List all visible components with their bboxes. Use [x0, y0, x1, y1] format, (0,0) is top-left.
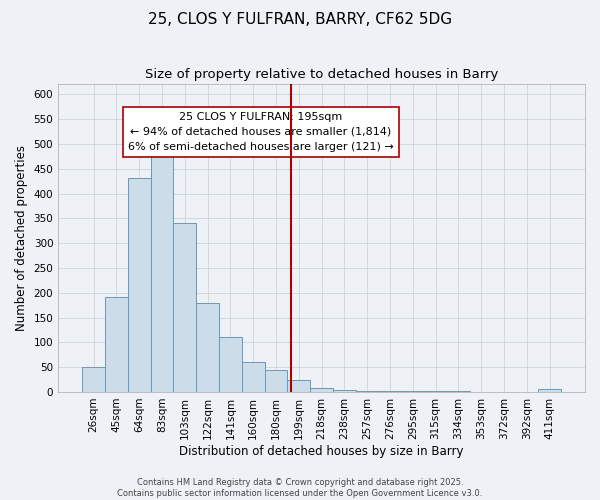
Bar: [356, 391, 379, 392]
Bar: [265, 370, 287, 392]
Bar: [128, 178, 151, 392]
X-axis label: Distribution of detached houses by size in Barry: Distribution of detached houses by size …: [179, 444, 464, 458]
Text: 25 CLOS Y FULFRAN: 195sqm
← 94% of detached houses are smaller (1,814)
6% of sem: 25 CLOS Y FULFRAN: 195sqm ← 94% of detac…: [128, 112, 394, 152]
Bar: [151, 152, 173, 392]
Bar: [333, 390, 356, 392]
Y-axis label: Number of detached properties: Number of detached properties: [15, 145, 28, 331]
Bar: [173, 224, 196, 392]
Bar: [538, 390, 561, 392]
Title: Size of property relative to detached houses in Barry: Size of property relative to detached ho…: [145, 68, 498, 80]
Text: 25, CLOS Y FULFRAN, BARRY, CF62 5DG: 25, CLOS Y FULFRAN, BARRY, CF62 5DG: [148, 12, 452, 28]
Bar: [242, 362, 265, 392]
Bar: [287, 380, 310, 392]
Bar: [82, 367, 105, 392]
Bar: [219, 338, 242, 392]
Bar: [105, 296, 128, 392]
Text: Contains HM Land Registry data © Crown copyright and database right 2025.
Contai: Contains HM Land Registry data © Crown c…: [118, 478, 482, 498]
Bar: [310, 388, 333, 392]
Bar: [196, 303, 219, 392]
